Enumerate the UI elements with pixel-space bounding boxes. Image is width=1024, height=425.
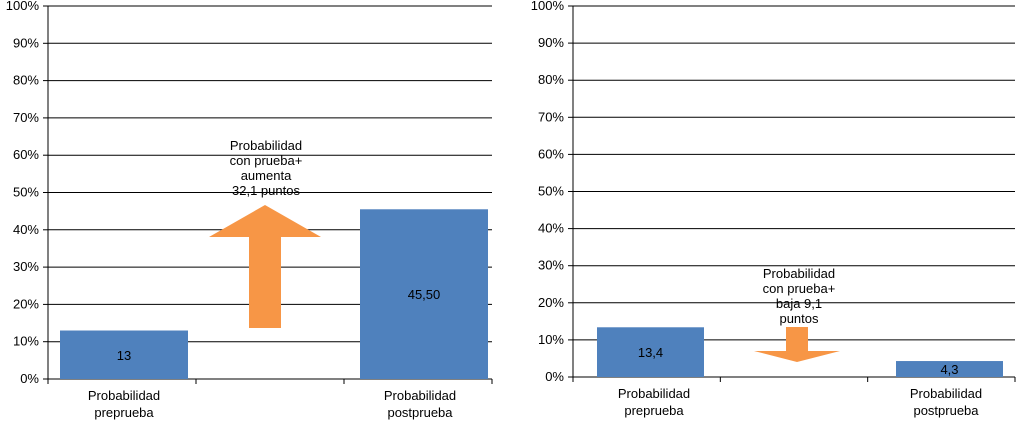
bar	[597, 327, 704, 377]
category-label: Probabilidad preprueba	[88, 388, 160, 420]
y-tick-label: 50%	[13, 185, 39, 200]
annotation-line: aumenta	[241, 168, 292, 183]
chart-left: 0% 10% 20% 30% 40% 50% 60% 70% 80% 90% 100% 13 Proba…	[6, 0, 493, 420]
y-tick-label: 20%	[13, 296, 39, 311]
annotation-line: baja 9,1	[776, 296, 822, 311]
y-tick-label: 70%	[538, 109, 564, 124]
annotation-line: 32,1 puntos	[232, 183, 300, 198]
y-tick-label: 10%	[538, 332, 564, 347]
y-tick-label: 0%	[20, 371, 39, 386]
y-tick-label: 80%	[13, 73, 39, 88]
bar	[60, 330, 188, 379]
annotation-line: con prueba+	[230, 153, 303, 168]
category-label: Probabilidad postprueba	[910, 386, 982, 418]
category-label-line: postprueba	[387, 405, 453, 420]
y-tick-label: 50%	[538, 184, 564, 199]
category-label-line: Probabilidad	[910, 386, 982, 401]
bar	[360, 209, 488, 379]
annotation-text: Probabilidad con prueba+ baja 9,1 puntos	[763, 266, 836, 326]
data-label: 13,4	[638, 345, 663, 360]
category-label-line: Probabilidad	[384, 388, 456, 403]
y-tick-label: 90%	[538, 35, 564, 50]
data-label: 13	[117, 348, 131, 363]
category-label-line: Probabilidad	[88, 388, 160, 403]
y-tick-label: 90%	[13, 35, 39, 50]
annotation-line: Probabilidad	[230, 138, 302, 153]
y-tick-label: 30%	[538, 258, 564, 273]
y-tick-label: 10%	[13, 334, 39, 349]
category-label: Probabilidad postprueba	[384, 388, 456, 420]
y-tick-label: 20%	[538, 295, 564, 310]
y-tick-label: 100%	[6, 0, 40, 13]
category-label-line: postprueba	[913, 403, 979, 418]
annotation-line: Probabilidad	[763, 266, 835, 281]
down-arrow	[754, 327, 840, 362]
category-label-line: preprueba	[94, 405, 154, 420]
y-tick-label: 0%	[545, 369, 564, 384]
y-tick-label: 60%	[538, 146, 564, 161]
data-label: 45,50	[408, 287, 441, 302]
annotation-line: puntos	[779, 311, 819, 326]
y-tick-label: 70%	[13, 110, 39, 125]
y-tick-label: 60%	[13, 147, 39, 162]
bar	[896, 361, 1003, 377]
chart-right: 0% 10% 20% 30% 40% 50% 60% 70% 80% 90% 100% 13,4 Pro…	[531, 0, 1016, 418]
category-label: Probabilidad preprueba	[618, 386, 690, 418]
y-tick-label: 80%	[538, 72, 564, 87]
category-label-line: Probabilidad	[618, 386, 690, 401]
y-tick-label: 40%	[538, 221, 564, 236]
data-label: 4,3	[940, 362, 958, 377]
up-arrow	[209, 205, 321, 328]
y-tick-label: 100%	[531, 0, 565, 13]
annotation-line: con prueba+	[763, 281, 836, 296]
annotation-text: Probabilidad con prueba+ aumenta 32,1 punto…	[230, 138, 303, 198]
category-label-line: preprueba	[624, 403, 684, 418]
y-tick-label: 40%	[13, 222, 39, 237]
y-tick-label: 30%	[13, 259, 39, 274]
